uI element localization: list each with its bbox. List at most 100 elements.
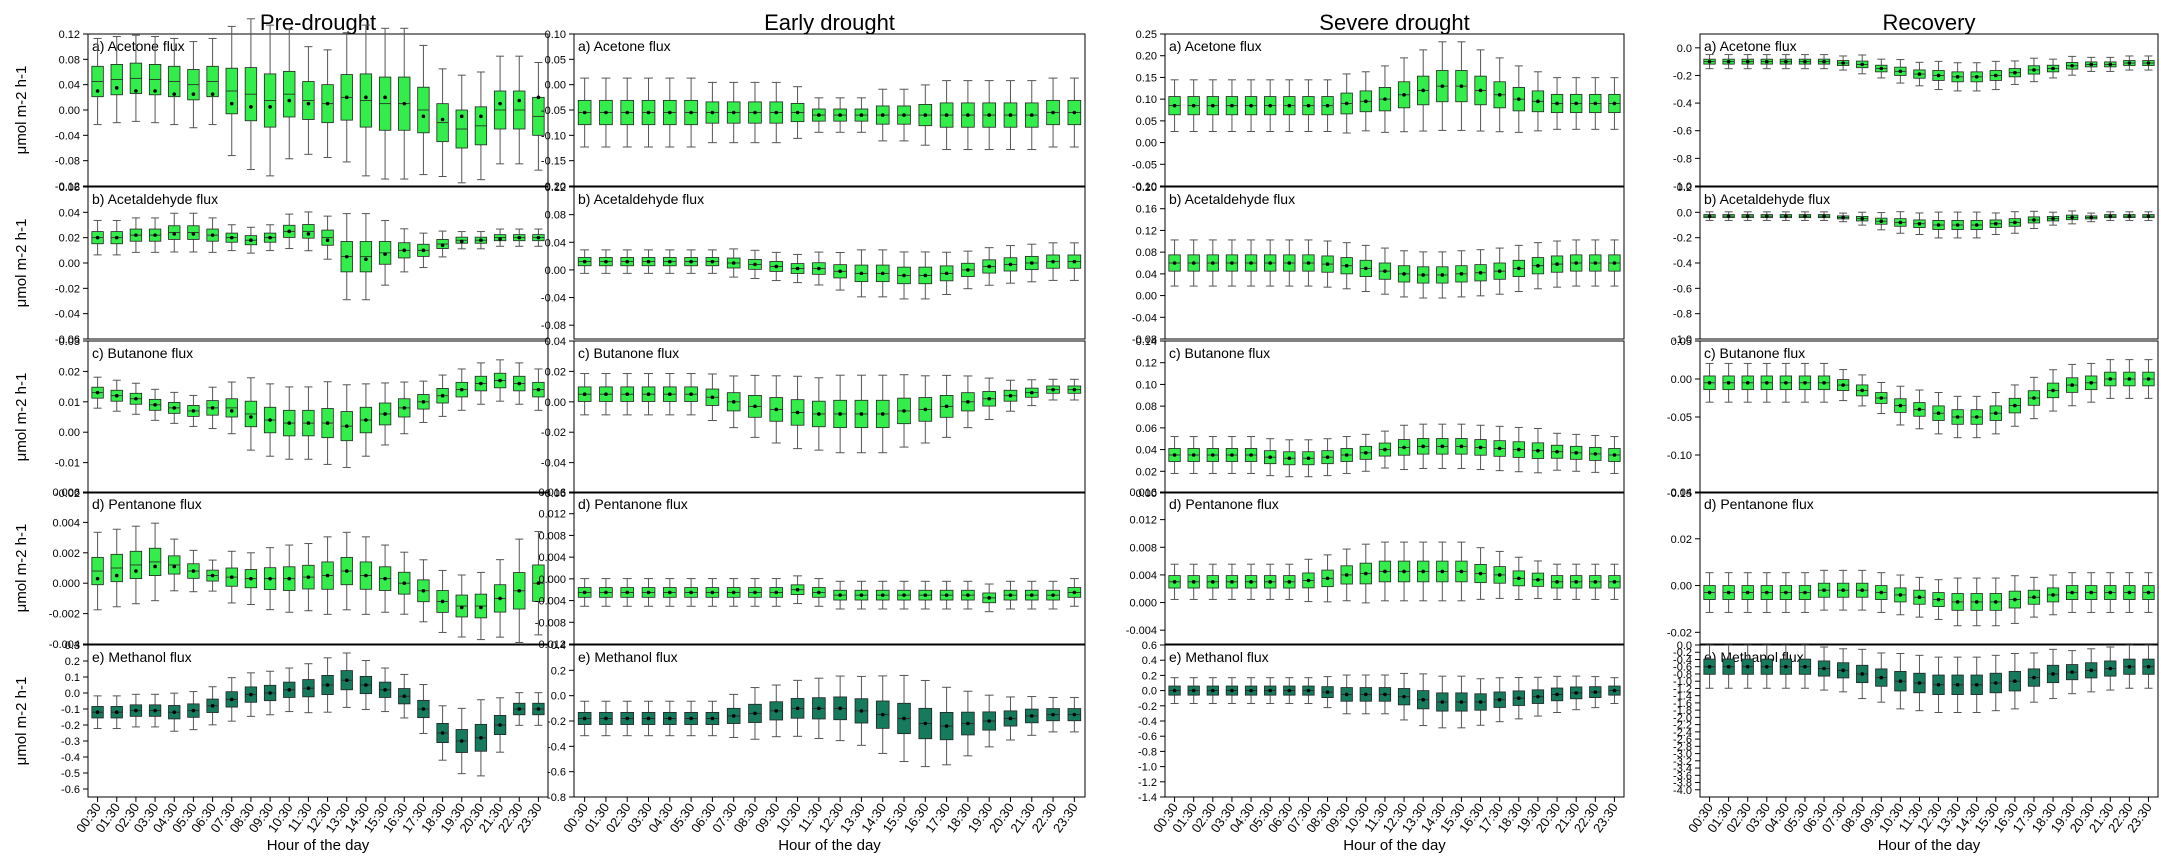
box-10:30 — [790, 253, 805, 284]
box-11:30 — [1913, 389, 1926, 430]
box-mean — [172, 564, 177, 569]
y-tick-label: 0.0 — [1142, 686, 1157, 698]
box-mean — [774, 590, 779, 595]
box-04:30 — [1779, 362, 1793, 403]
box-mean — [210, 406, 215, 410]
y-tick-label: -3.8 — [1673, 778, 1692, 790]
box-03:30 — [1225, 677, 1239, 705]
y-tick-label: -0.06 — [55, 334, 80, 346]
y-tick-label: -0.15 — [1667, 488, 1692, 500]
box-mean — [1211, 261, 1215, 265]
box-10:30 — [1894, 385, 1907, 426]
box-mean — [1784, 590, 1788, 595]
box-09:30 — [1875, 381, 1888, 415]
box-05:30 — [684, 373, 698, 416]
y-tick-label: 0.20 — [1136, 182, 1157, 194]
box-18:30 — [1512, 426, 1525, 473]
box-22:30 — [1589, 77, 1602, 130]
y-tick-label: -1.0 — [1673, 181, 1692, 193]
box-12:30 — [321, 49, 334, 158]
box-mean — [1478, 571, 1483, 576]
box-13:30 — [854, 374, 869, 454]
box-mean — [134, 396, 138, 401]
box-mean — [859, 113, 864, 117]
box-mean — [172, 710, 177, 714]
y-tick-label: -0.05 — [1667, 412, 1692, 424]
box-03:30 — [641, 77, 656, 148]
box-14:30 — [1970, 62, 1983, 92]
box-08:30 — [1856, 569, 1869, 611]
box-12:30 — [833, 675, 847, 742]
box-mean — [1306, 688, 1311, 693]
box-16:30 — [398, 27, 411, 180]
box-01:30 — [110, 695, 123, 730]
box-mean — [1421, 569, 1425, 574]
subplot: -0.15 -0.10 -0.05 0.00 0.05 c) Butanone flux — [1667, 336, 2159, 500]
y-tick-label: -0.08 — [1132, 334, 1157, 346]
box-mean — [459, 387, 464, 392]
box-02:30 — [620, 77, 635, 148]
box-mean — [2108, 62, 2113, 67]
subplot: -0.08 -0.04 0.00 0.04 0.08 0.12 0.16 0.20 b) Ace… — [1132, 182, 1625, 346]
box-mean — [1879, 590, 1884, 595]
box-mean — [1955, 600, 1960, 604]
column-title: Early drought — [764, 10, 895, 35]
y-tick-label: -0.2 — [1138, 701, 1157, 713]
box-20:30 — [1003, 696, 1018, 741]
box-mean — [1955, 223, 1960, 227]
box-mean — [1707, 590, 1712, 595]
box-mean — [421, 707, 426, 711]
box-13:30 — [1951, 395, 1964, 439]
box-mean — [1072, 387, 1077, 392]
y-tick-label: 0.1 — [65, 672, 80, 684]
box-15:30 — [897, 251, 911, 300]
box-mean — [421, 589, 426, 593]
panel-title: b) Acetaldehyde flux — [1704, 191, 1830, 207]
box-18:30 — [2046, 574, 2060, 616]
y-tick-label: 0.016 — [538, 487, 566, 499]
box-20:30 — [474, 231, 488, 250]
y-tick-label: 0.00 — [545, 80, 566, 92]
y-axis-label: μmol m-2 h-1 — [13, 219, 30, 308]
box-mean — [1029, 261, 1034, 265]
box-07:30 — [225, 25, 238, 157]
subplot: -1.4 -1.2 -1.0 -0.8 -0.6 -0.4 -0.2 0.0 0.2 0.4 0.6… — [1138, 640, 1625, 854]
box-18:30 — [436, 374, 449, 417]
box-mean — [1517, 97, 1521, 101]
box-01:30 — [1187, 239, 1200, 287]
y-tick-label: -0.2 — [1673, 233, 1692, 245]
box-07:30 — [225, 381, 238, 435]
box-07:30 — [726, 81, 741, 144]
y-tick-label: -0.008 — [535, 617, 566, 629]
panel-title: b) Acetaldehyde flux — [92, 191, 218, 207]
box-04:30 — [1779, 572, 1793, 613]
box-06:30 — [1817, 54, 1831, 70]
y-tick-label: -2.0 — [1673, 712, 1692, 724]
box-mean — [1764, 59, 1769, 64]
box-00:30 — [1168, 79, 1181, 132]
box-14:30 — [1436, 251, 1449, 299]
box-21:30 — [493, 359, 507, 402]
y-tick-label: 0.2 — [1142, 670, 1157, 682]
box-17:30 — [1493, 677, 1506, 723]
box-mean — [1612, 453, 1617, 457]
y-tick-label: -0.2 — [547, 716, 566, 728]
y-tick-label: 0.0 — [551, 691, 566, 703]
box-mean — [1841, 668, 1845, 673]
y-tick-label: 0.03 — [59, 336, 80, 348]
box-mean — [1191, 103, 1196, 108]
box-22:30 — [513, 538, 526, 643]
box-mean — [306, 421, 311, 425]
box-18:30 — [2046, 58, 2060, 79]
box-mean — [114, 235, 119, 240]
box-mean — [1822, 666, 1826, 671]
box-mean — [668, 259, 672, 264]
box-07:30 — [225, 550, 238, 604]
y-tick-label: -0.12 — [55, 181, 80, 193]
y-tick-label: 0.00 — [1671, 581, 1692, 593]
box-mean — [923, 407, 928, 412]
box-14:30 — [359, 660, 373, 710]
box-07:30 — [1302, 439, 1315, 478]
box-03:30 — [1225, 79, 1239, 132]
box-mean — [2108, 214, 2113, 218]
